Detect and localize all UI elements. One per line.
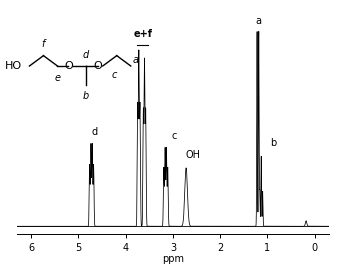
X-axis label: ppm: ppm bbox=[162, 255, 184, 264]
Text: b: b bbox=[270, 138, 276, 148]
Text: d: d bbox=[92, 127, 98, 137]
Text: c: c bbox=[172, 131, 177, 140]
Text: a: a bbox=[255, 15, 261, 26]
Text: e+f: e+f bbox=[133, 29, 152, 39]
Text: OH: OH bbox=[185, 150, 200, 160]
